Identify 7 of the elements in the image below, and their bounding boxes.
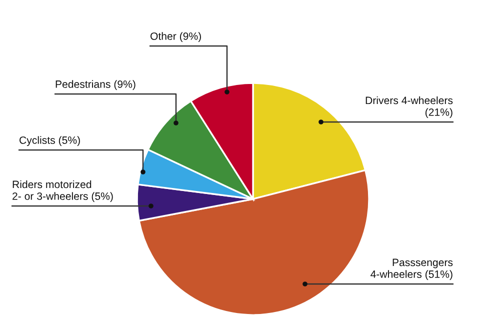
slice-label: Passsengers 4-wheelers (51%) [370, 258, 453, 280]
slice-label: Riders motorized 2- or 3-wheelers (5%) [12, 180, 113, 202]
slice-label: Drivers 4-wheelers [366, 96, 453, 104]
slice-label: Cyclists (5%) [20, 136, 80, 146]
slice-label: Pedestrians (9%) [56, 80, 136, 90]
data-label: (21%) [426, 108, 452, 118]
slice-label: Other (9%) [150, 32, 201, 42]
